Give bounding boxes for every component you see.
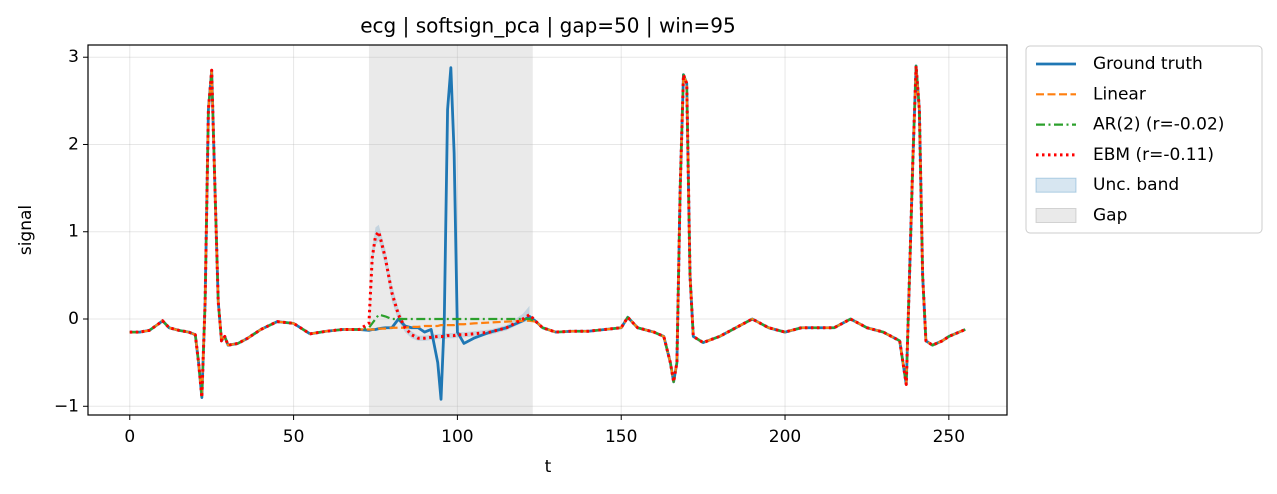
y-tick-label: 1: [68, 222, 79, 242]
x-tick-label: 50: [283, 427, 305, 447]
legend-label: Unc. band: [1093, 175, 1179, 195]
legend-label: Gap: [1093, 206, 1127, 226]
legend-swatch: [1035, 177, 1077, 193]
y-tick-label: −1: [54, 396, 79, 416]
x-tick-label: 0: [124, 427, 135, 447]
plot-frame: [87, 44, 1008, 416]
legend-box: [1025, 45, 1263, 234]
y-tick-label: 2: [68, 134, 79, 154]
legend-label: Ground truth: [1093, 54, 1203, 74]
y-tick-label: 0: [68, 309, 79, 329]
legend-label: EBM (r=-0.11): [1093, 145, 1214, 165]
legend-label: Linear: [1093, 84, 1146, 104]
legend-label: AR(2) (r=-0.02): [1093, 115, 1224, 135]
x-axis-label: t: [545, 457, 552, 477]
legend-swatch: [1035, 208, 1077, 223]
y-tick-label: 3: [68, 47, 79, 67]
series-line: [129, 64, 966, 400]
y-axis-label: signal: [16, 205, 36, 255]
gap-region: [368, 45, 533, 415]
x-tick-label: 150: [605, 427, 637, 447]
x-tick-label: 100: [441, 427, 473, 447]
series-line: [129, 64, 966, 399]
x-tick-label: 250: [933, 427, 965, 447]
x-tick-label: 200: [769, 427, 801, 447]
chart-title: ecg | softsign_pca | gap=50 | win=95: [360, 14, 736, 38]
